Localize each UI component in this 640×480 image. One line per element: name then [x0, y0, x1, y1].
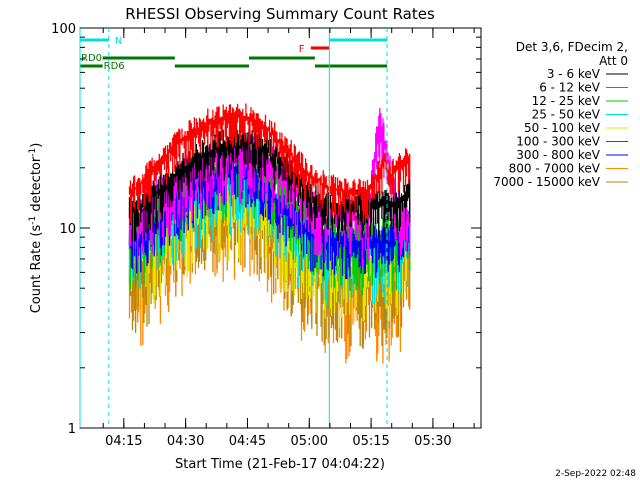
legend-label: 3 - 6 keV	[547, 67, 601, 81]
x-tick-label: 04:45	[229, 434, 266, 449]
legend-header-line1: Det 3,6, FDecim 2,	[516, 40, 628, 54]
legend-label: 800 - 7000 keV	[509, 162, 601, 176]
night-label: N	[115, 36, 122, 47]
legend-label: 100 - 300 keV	[516, 135, 600, 149]
legend-label: 300 - 800 keV	[516, 148, 600, 162]
y-tick-label: 100	[51, 22, 76, 37]
chart-title: RHESSI Observing Summary Count Rates	[125, 5, 435, 23]
x-tick-label: 05:15	[352, 434, 389, 449]
footer-date: 2-Sep-2022 02:48	[555, 469, 636, 479]
y-tick-label: 1	[68, 422, 76, 437]
x-tick-label: 04:15	[105, 434, 142, 449]
x-axis-label: Start Time (21-Feb-17 04:04:22)	[175, 457, 385, 472]
legend-label: 6 - 12 keV	[539, 81, 601, 95]
legend-label: 50 - 100 keV	[524, 121, 601, 135]
y-axis-label: Count Rate (s-1 detector-1)	[28, 143, 44, 314]
rd6-label: RD6	[104, 61, 125, 72]
legend-header-line2: Att 0	[599, 54, 628, 68]
y-tick-label: 10	[59, 222, 76, 237]
series-100-300keV-line	[128, 103, 411, 224]
series-3-6keV-line	[128, 126, 411, 243]
legend-label: 7000 - 15000 keV	[493, 175, 600, 189]
rd0-label: RD0	[81, 53, 102, 64]
x-tick-label: 04:30	[167, 434, 204, 449]
x-tick-label: 05:00	[291, 434, 328, 449]
x-tick-label: 05:30	[414, 434, 451, 449]
flare-label: F	[299, 44, 305, 55]
legend-label: 25 - 50 keV	[532, 108, 601, 122]
legend-label: 12 - 25 keV	[532, 94, 601, 108]
